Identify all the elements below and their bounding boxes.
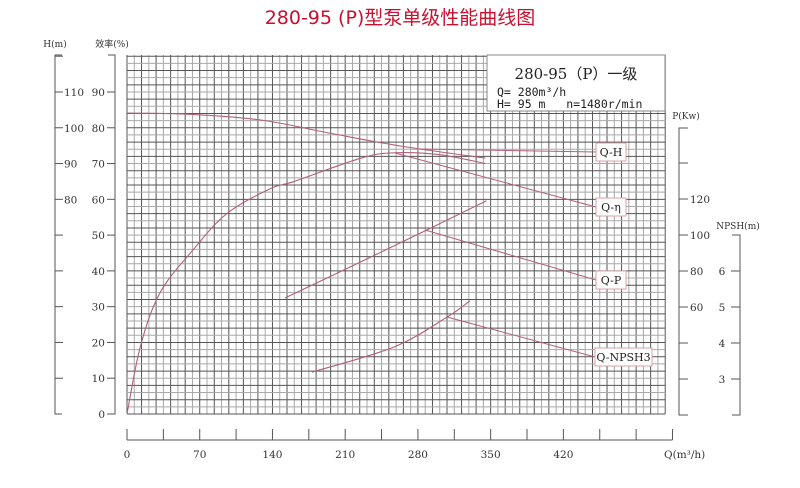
series-label-q-npsh3: Q-NPSH3 <box>596 351 650 364</box>
series-label-q-p: Q-P <box>601 274 622 287</box>
x-tick-label: 0 <box>124 449 131 461</box>
efficiency-tick-label: 80 <box>92 123 105 135</box>
axes: H(m) 效率(%) P(Kw) NPSH(m) Q(m³/h) 8090100… <box>43 38 759 461</box>
efficiency-tick-label: 90 <box>92 87 105 99</box>
chart-title: 280-95 (P)型泵单级性能曲线图 <box>265 7 536 29</box>
power-tick-label: 120 <box>690 194 710 206</box>
leader-line-q-npsh3 <box>446 316 596 358</box>
npsh-tick-label: 4 <box>719 338 726 350</box>
x-axis-label: Q(m³/h) <box>664 449 705 461</box>
x-tick-label: 280 <box>408 449 428 461</box>
x-tick-label: 420 <box>553 449 573 461</box>
head-tick-label: 80 <box>64 194 77 206</box>
efficiency-axis-line <box>108 54 116 415</box>
curve-q-h <box>126 112 486 159</box>
series-tag-q-h <box>595 142 627 162</box>
head-tick-label: 110 <box>64 87 84 99</box>
efficiency-tick-label: 50 <box>92 230 105 242</box>
power-tick-label: 60 <box>690 302 703 314</box>
efficiency-axis-label: 效率(%) <box>95 38 129 50</box>
curve-q-npsh3 <box>311 300 471 373</box>
efficiency-tick-label: 10 <box>92 373 105 385</box>
grid <box>126 55 666 415</box>
leader-line-q- <box>394 152 597 208</box>
efficiency-tick-label: 70 <box>92 159 105 171</box>
info-model: 280-95（P）一级 <box>515 65 638 83</box>
series-label-q-h: Q-H <box>600 146 623 159</box>
x-tick-label: 350 <box>481 449 501 461</box>
series-label-q-: Q-η <box>601 201 621 214</box>
x-tick-label: 70 <box>193 449 206 461</box>
curve-q- <box>126 152 486 415</box>
efficiency-tick-label: 0 <box>98 409 105 421</box>
head-axis-label: H(m) <box>43 39 66 50</box>
npsh-tick-label: 5 <box>719 302 726 314</box>
x-tick-label: 210 <box>335 449 355 461</box>
info-box-frame <box>486 54 666 112</box>
head-tick-label: 100 <box>64 123 84 135</box>
x-tick-label: 140 <box>262 449 282 461</box>
leader-line-q-p <box>424 229 597 281</box>
head-tick-label: 90 <box>64 159 77 171</box>
npsh-axis-label: NPSH(m) <box>716 221 760 232</box>
info-box: 280-95（P）一级 Q= 280m³/h H= 95 m n=1480r/m… <box>486 54 666 112</box>
efficiency-tick-label: 20 <box>92 337 105 349</box>
curve-q-p <box>284 200 487 299</box>
efficiency-tick-label: 30 <box>92 302 105 314</box>
power-axis-label: P(Kw) <box>672 111 700 122</box>
info-head-speed: H= 95 m n=1480r/min <box>497 97 642 111</box>
efficiency-tick-label: 60 <box>92 194 105 206</box>
power-tick-label: 100 <box>690 230 710 242</box>
series-tag-q- <box>595 197 627 217</box>
head-axis-line <box>54 54 62 415</box>
npsh-tick-label: 3 <box>719 374 726 386</box>
power-tick-label: 80 <box>690 266 703 278</box>
info-flow: Q= 280m³/h <box>497 85 566 99</box>
curves: Q-H Q-η Q-P Q-NPSH3 <box>126 112 653 415</box>
series-tag-q-p <box>595 270 627 290</box>
series-tag-q-npsh3 <box>594 347 653 367</box>
efficiency-tick-label: 40 <box>92 266 105 278</box>
leader-line-q-h <box>419 148 597 153</box>
npsh-axis-line <box>732 234 741 416</box>
npsh-tick-label: 6 <box>719 266 726 278</box>
